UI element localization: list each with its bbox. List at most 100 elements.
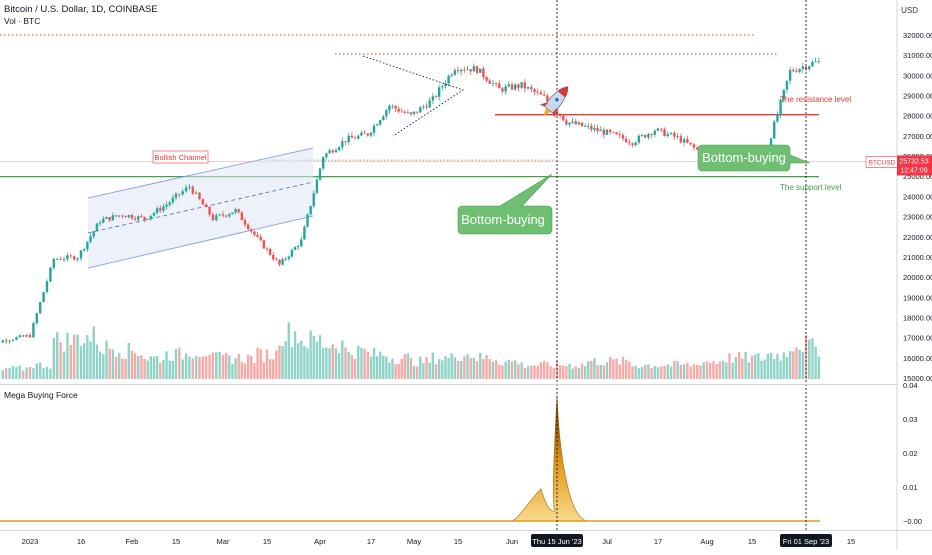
volume-bar xyxy=(394,364,397,379)
chart-title: Bitcoin / U.S. Dollar, 1D, COINBASE xyxy=(4,4,158,15)
candle-body xyxy=(240,212,244,221)
volume-bar xyxy=(237,354,240,379)
volume-bar xyxy=(86,335,89,379)
volume-bar xyxy=(28,367,32,379)
volume-bar xyxy=(412,365,416,379)
candle-body xyxy=(637,135,641,143)
candle-body xyxy=(769,138,773,148)
candle-body xyxy=(605,129,609,135)
volume-bar xyxy=(608,357,612,379)
price-badge-countdown: 12:47:09 xyxy=(900,167,927,174)
volume-bar xyxy=(344,347,347,379)
volume-bar xyxy=(409,358,413,379)
volume-bar xyxy=(453,357,457,379)
volume-bar xyxy=(149,356,153,379)
bottom-buying-callout-2: Bottom-buying xyxy=(697,144,811,172)
candle-body xyxy=(198,192,201,200)
bottom-buying-label-2: Bottom-buying xyxy=(702,150,786,165)
volume-bar xyxy=(712,361,715,379)
currency-label[interactable]: USD xyxy=(901,6,918,15)
volume-bar xyxy=(437,359,441,379)
volume-bar xyxy=(246,354,250,379)
candle-body xyxy=(431,96,435,101)
volume-bar xyxy=(663,365,666,379)
volume-bar xyxy=(168,360,171,379)
candle-body xyxy=(602,129,606,135)
candle-body xyxy=(624,138,628,143)
volume-bar xyxy=(372,347,376,379)
volume-bar xyxy=(615,358,618,379)
volume-bar xyxy=(211,352,215,379)
candle-body xyxy=(205,204,208,207)
volume-bar xyxy=(747,362,750,379)
volume-bar xyxy=(174,348,178,379)
volume-bar xyxy=(218,351,221,379)
volume-bar xyxy=(328,348,331,379)
indicator-tick-label: −0.00 xyxy=(903,517,922,526)
volume-bar xyxy=(817,356,821,379)
volume-bar xyxy=(546,362,549,379)
volume-bar xyxy=(146,360,149,379)
rocket-nose xyxy=(557,86,568,98)
candle-body xyxy=(293,247,297,250)
volume-bar xyxy=(306,347,309,379)
volume-bar xyxy=(520,362,523,379)
candle-body xyxy=(647,133,650,138)
volume-bar xyxy=(341,340,344,379)
volume-bar xyxy=(165,351,168,379)
candle-body xyxy=(412,111,416,115)
volume-bar xyxy=(240,361,244,379)
price-tick-label: 17000.00 xyxy=(903,334,932,343)
volume-bar xyxy=(385,356,388,379)
volume-bar xyxy=(718,361,722,379)
candle-body xyxy=(776,114,779,122)
candle-body xyxy=(174,193,178,198)
volume-bar xyxy=(737,352,741,379)
volume-bar xyxy=(114,356,118,379)
price-tick-label: 19000.00 xyxy=(903,293,932,302)
candle-body xyxy=(8,340,11,342)
volume-bar xyxy=(779,360,782,379)
triangle-pattern xyxy=(362,55,465,137)
candle-body xyxy=(268,248,272,255)
volume-bar xyxy=(62,351,66,379)
volume-bar xyxy=(428,362,431,379)
volume-bar xyxy=(734,356,738,379)
volume-bar xyxy=(441,360,444,379)
candle-body xyxy=(773,121,776,139)
candle-body xyxy=(59,258,62,260)
candle-body xyxy=(375,124,379,126)
volume-bar xyxy=(510,361,514,379)
candle-body xyxy=(221,214,225,216)
candle-body xyxy=(514,84,517,90)
candle-body xyxy=(228,214,231,217)
candle-body xyxy=(143,216,146,220)
volume-bar xyxy=(11,365,15,379)
candle-body xyxy=(656,128,660,131)
volume-bar xyxy=(293,331,297,379)
volume-bar xyxy=(782,352,785,379)
volume-bar xyxy=(583,366,587,379)
candle-body xyxy=(360,132,363,136)
candle-body xyxy=(574,121,577,125)
candle-body xyxy=(482,68,485,78)
volume-bar xyxy=(686,362,689,379)
volume-bar xyxy=(501,365,504,379)
volume-bar xyxy=(644,364,647,379)
volume-bar xyxy=(624,359,628,379)
date-tick-label: May xyxy=(407,537,421,546)
candle-body xyxy=(296,246,300,248)
volume-bar xyxy=(287,322,291,379)
volume-bar xyxy=(795,347,798,379)
candle-body xyxy=(350,135,354,138)
volume-bar xyxy=(504,361,507,379)
crosshair-date-pill xyxy=(531,534,583,547)
volume-bar xyxy=(375,356,379,379)
candle-body xyxy=(11,339,15,341)
volume-bar xyxy=(228,355,231,379)
volume-bar xyxy=(485,355,488,379)
candle-body xyxy=(218,214,221,216)
candle-body xyxy=(692,144,696,148)
candle-body xyxy=(788,70,792,81)
